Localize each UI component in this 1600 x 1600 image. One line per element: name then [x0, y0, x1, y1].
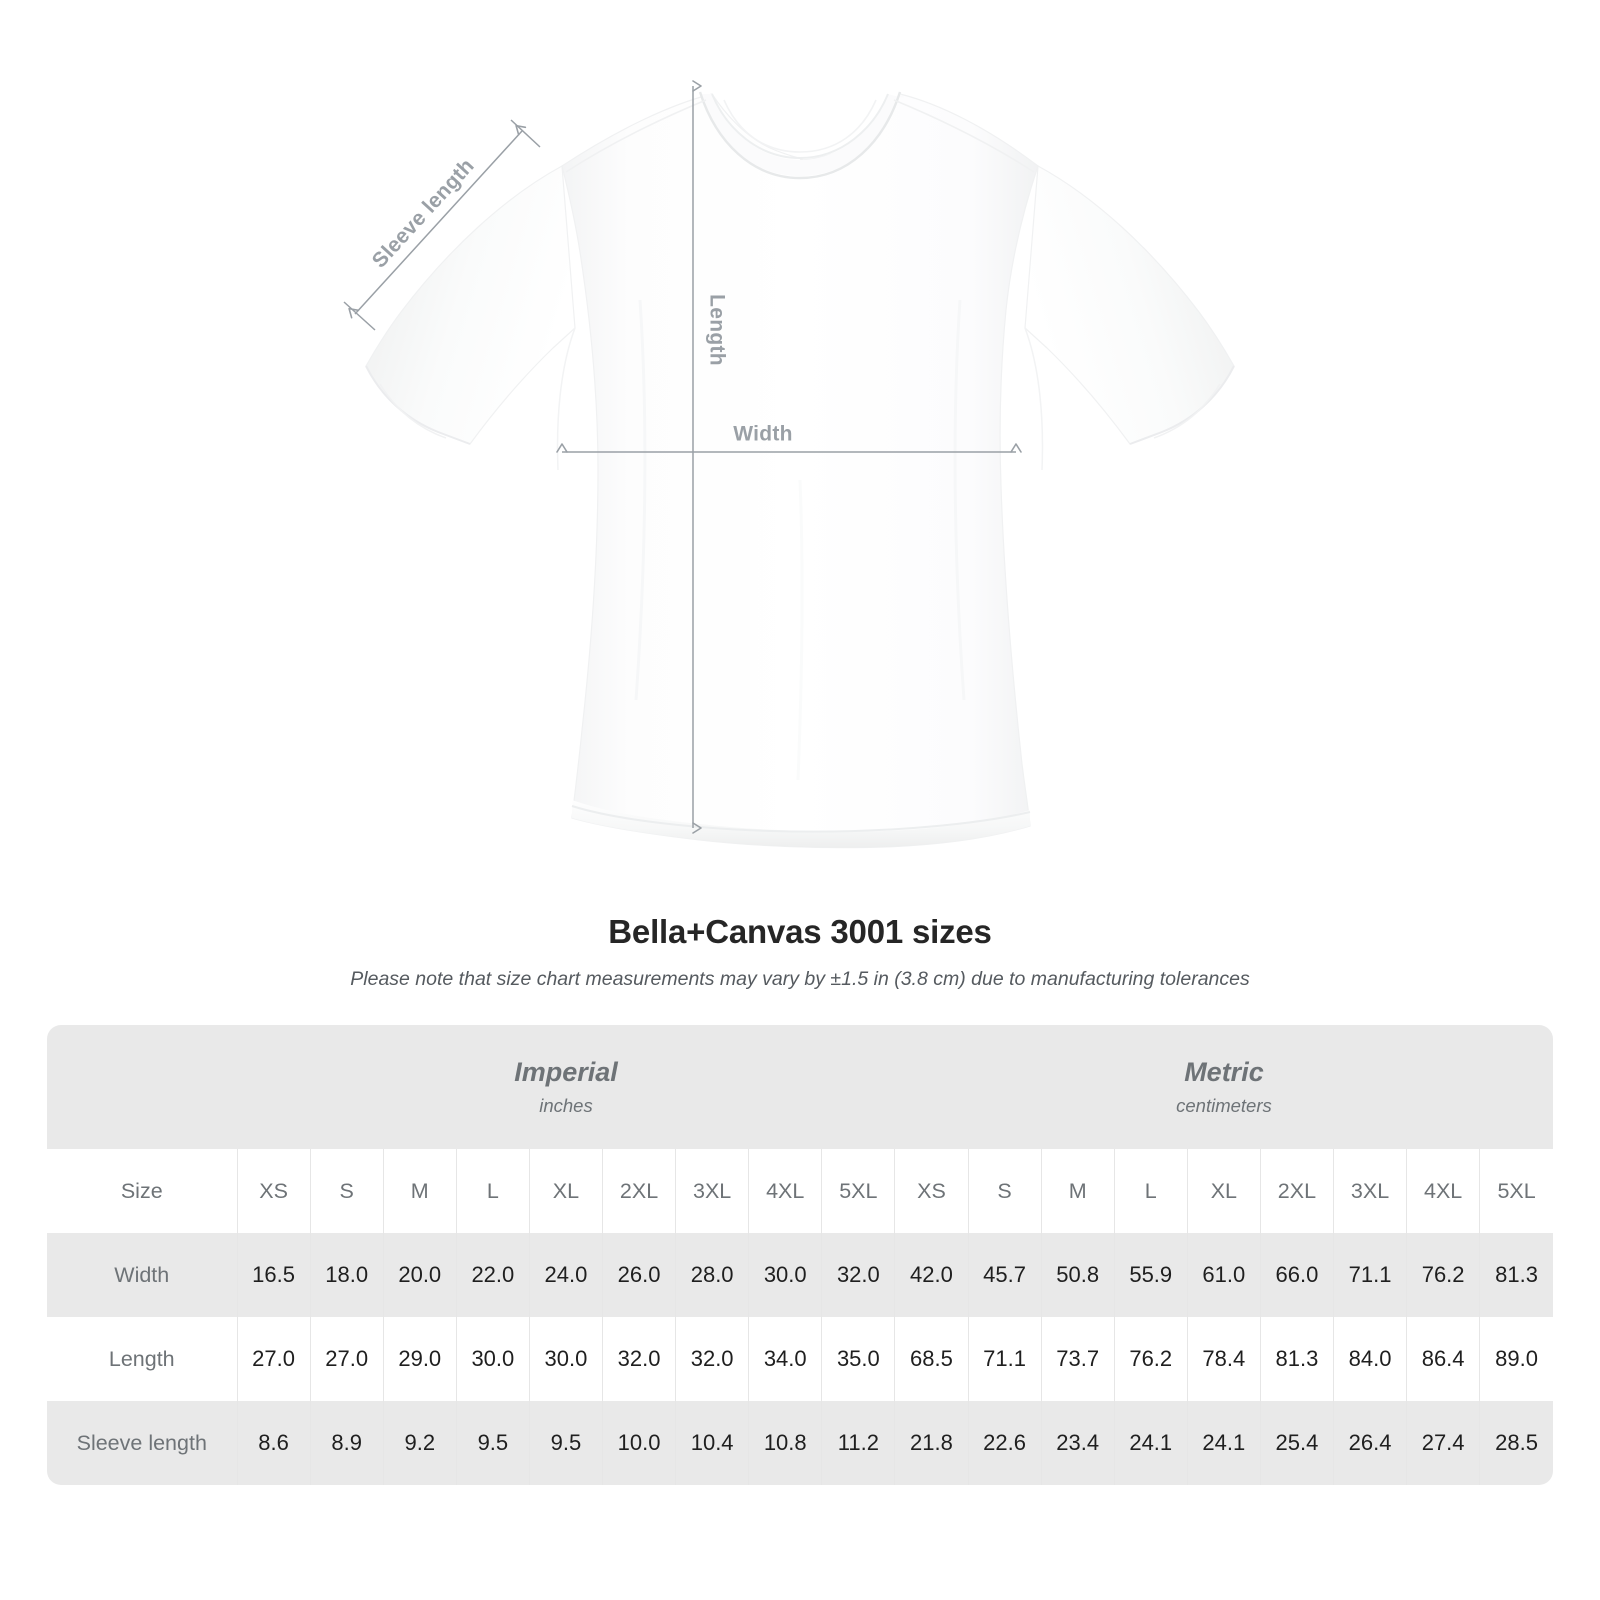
unit-name-imperial: Imperial	[514, 1057, 618, 1088]
size-header-imperial-m: M	[382, 1149, 457, 1233]
cell-length-metric-4xl: 86.4	[1406, 1317, 1480, 1401]
cell-width-imperial-4xl: 30.0	[748, 1233, 822, 1317]
row-label-width: Width	[47, 1233, 238, 1317]
cell-length-imperial-xs: 27.0	[236, 1317, 311, 1401]
cell-width-metric-l: 55.9	[1113, 1233, 1188, 1317]
cell-width-metric-xl: 61.0	[1186, 1233, 1261, 1317]
table-row: Sleeve length 8.6 8.9 9.2 9.5 9.5 10.0 10.4 10.8…	[47, 1401, 1553, 1485]
cell-length-imperial-l: 30.0	[455, 1317, 530, 1401]
dimension-lines	[343, 80, 1022, 834]
size-header-metric-2xl: 2XL	[1259, 1149, 1334, 1233]
cell-width-metric-3xl: 71.1	[1332, 1233, 1407, 1317]
size-header-label: Size	[47, 1149, 238, 1233]
size-header-imperial-2xl: 2XL	[601, 1149, 676, 1233]
size-header-metric-xl: XL	[1186, 1149, 1261, 1233]
cell-length-metric-m: 73.7	[1040, 1317, 1115, 1401]
length-label: Length	[705, 294, 728, 366]
cell-length-imperial-2xl: 32.0	[601, 1317, 676, 1401]
cell-sleeve-length-imperial-xl: 9.5	[528, 1401, 603, 1485]
cell-length-metric-3xl: 84.0	[1332, 1317, 1407, 1401]
cell-length-metric-xl: 78.4	[1186, 1317, 1261, 1401]
cell-sleeve-length-imperial-s: 8.9	[309, 1401, 384, 1485]
cell-sleeve-length-metric-s: 22.6	[967, 1401, 1042, 1485]
page-title: Bella+Canvas 3001 sizes	[608, 913, 992, 950]
cell-width-imperial-5xl: 32.0	[821, 1233, 895, 1317]
size-header-imperial-xl: XL	[528, 1149, 603, 1233]
cell-sleeve-length-metric-xs: 21.8	[894, 1401, 969, 1485]
cell-sleeve-length-metric-4xl: 27.4	[1406, 1401, 1480, 1485]
size-header-imperial-s: S	[309, 1149, 384, 1233]
cell-length-metric-l: 76.2	[1113, 1317, 1188, 1401]
cell-sleeve-length-imperial-5xl: 11.2	[821, 1401, 895, 1485]
unit-sub-metric: centimeters	[1176, 1095, 1272, 1117]
size-header-metric-l: L	[1113, 1149, 1188, 1233]
cell-length-imperial-4xl: 34.0	[748, 1317, 822, 1401]
size-chart-table-container: Imperial inches Metric centimeters Size X…	[47, 1025, 1553, 1485]
cell-sleeve-length-imperial-2xl: 10.0	[601, 1401, 676, 1485]
size-header-imperial-3xl: 3XL	[675, 1149, 749, 1233]
size-header-imperial-l: L	[455, 1149, 530, 1233]
cell-length-metric-2xl: 81.3	[1259, 1317, 1334, 1401]
cell-sleeve-length-metric-l: 24.1	[1113, 1401, 1188, 1485]
cell-width-metric-4xl: 76.2	[1406, 1233, 1480, 1317]
unit-header-row: Imperial inches Metric centimeters	[47, 1025, 1553, 1149]
cell-sleeve-length-imperial-4xl: 10.8	[748, 1401, 822, 1485]
tshirt-illustration: Sleeve length Length Width	[343, 80, 1235, 849]
width-label: Width	[733, 423, 793, 446]
cell-width-imperial-3xl: 28.0	[675, 1233, 749, 1317]
cell-sleeve-length-metric-2xl: 25.4	[1259, 1401, 1334, 1485]
cell-width-imperial-s: 18.0	[309, 1233, 384, 1317]
cell-width-metric-5xl: 81.3	[1479, 1233, 1553, 1317]
cell-sleeve-length-metric-3xl: 26.4	[1332, 1401, 1407, 1485]
table-row: Length 27.0 27.0 29.0 30.0 30.0 32.0 32.0 34.0 35…	[47, 1317, 1553, 1401]
unit-header-spacer	[47, 1025, 238, 1149]
size-header-metric-5xl: 5XL	[1479, 1149, 1553, 1233]
cell-length-imperial-5xl: 35.0	[821, 1317, 895, 1401]
cell-sleeve-length-metric-m: 23.4	[1040, 1401, 1115, 1485]
size-header-imperial-4xl: 4XL	[748, 1149, 822, 1233]
size-header-metric-s: S	[967, 1149, 1042, 1233]
cell-length-metric-s: 71.1	[967, 1317, 1042, 1401]
cell-width-metric-m: 50.8	[1040, 1233, 1115, 1317]
tshirt-graphic	[365, 91, 1235, 849]
heading-block: Bella+Canvas 3001 sizes Please note that…	[0, 912, 1600, 991]
cell-length-imperial-xl: 30.0	[528, 1317, 603, 1401]
cell-width-imperial-2xl: 26.0	[601, 1233, 676, 1317]
size-header-metric-4xl: 4XL	[1406, 1149, 1480, 1233]
row-label-sleeve-length: Sleeve length	[47, 1401, 238, 1485]
size-header-row: Size XS S M L XL 2XL 3XL 4XL 5XL XS S M L XL 2XL 3XL 4XL 5…	[47, 1149, 1553, 1233]
cell-length-imperial-s: 27.0	[309, 1317, 384, 1401]
cell-sleeve-length-metric-5xl: 28.5	[1479, 1401, 1553, 1485]
page-subtitle: Please note that size chart measurements…	[350, 967, 1250, 990]
unit-header-metric: Metric centimeters	[894, 1025, 1553, 1149]
cell-sleeve-length-imperial-xs: 8.6	[236, 1401, 311, 1485]
cell-sleeve-length-metric-xl: 24.1	[1186, 1401, 1261, 1485]
unit-sub-imperial: inches	[539, 1095, 593, 1117]
cell-sleeve-length-imperial-m: 9.2	[382, 1401, 457, 1485]
cell-length-imperial-m: 29.0	[382, 1317, 457, 1401]
size-header-imperial-xs: XS	[236, 1149, 311, 1233]
size-header-metric-m: M	[1040, 1149, 1115, 1233]
cell-width-metric-s: 45.7	[967, 1233, 1042, 1317]
size-header-metric-3xl: 3XL	[1332, 1149, 1407, 1233]
cell-width-imperial-xl: 24.0	[528, 1233, 603, 1317]
cell-length-metric-5xl: 89.0	[1479, 1317, 1553, 1401]
cell-width-imperial-l: 22.0	[455, 1233, 530, 1317]
cell-width-imperial-m: 20.0	[382, 1233, 457, 1317]
size-header-imperial-5xl: 5XL	[821, 1149, 895, 1233]
cell-width-metric-xs: 42.0	[894, 1233, 969, 1317]
unit-header-imperial: Imperial inches	[237, 1025, 895, 1149]
unit-name-metric: Metric	[1184, 1057, 1264, 1088]
cell-length-imperial-3xl: 32.0	[675, 1317, 749, 1401]
cell-length-metric-xs: 68.5	[894, 1317, 969, 1401]
row-label-length: Length	[47, 1317, 238, 1401]
cell-sleeve-length-imperial-3xl: 10.4	[675, 1401, 749, 1485]
cell-sleeve-length-imperial-l: 9.5	[455, 1401, 530, 1485]
size-header-metric-xs: XS	[894, 1149, 969, 1233]
cell-width-metric-2xl: 66.0	[1259, 1233, 1334, 1317]
size-chart-table: Imperial inches Metric centimeters Size X…	[47, 1025, 1553, 1485]
cell-width-imperial-xs: 16.5	[236, 1233, 311, 1317]
table-row: Width 16.5 18.0 20.0 22.0 24.0 26.0 28.0 30.0 32.…	[47, 1233, 1553, 1317]
